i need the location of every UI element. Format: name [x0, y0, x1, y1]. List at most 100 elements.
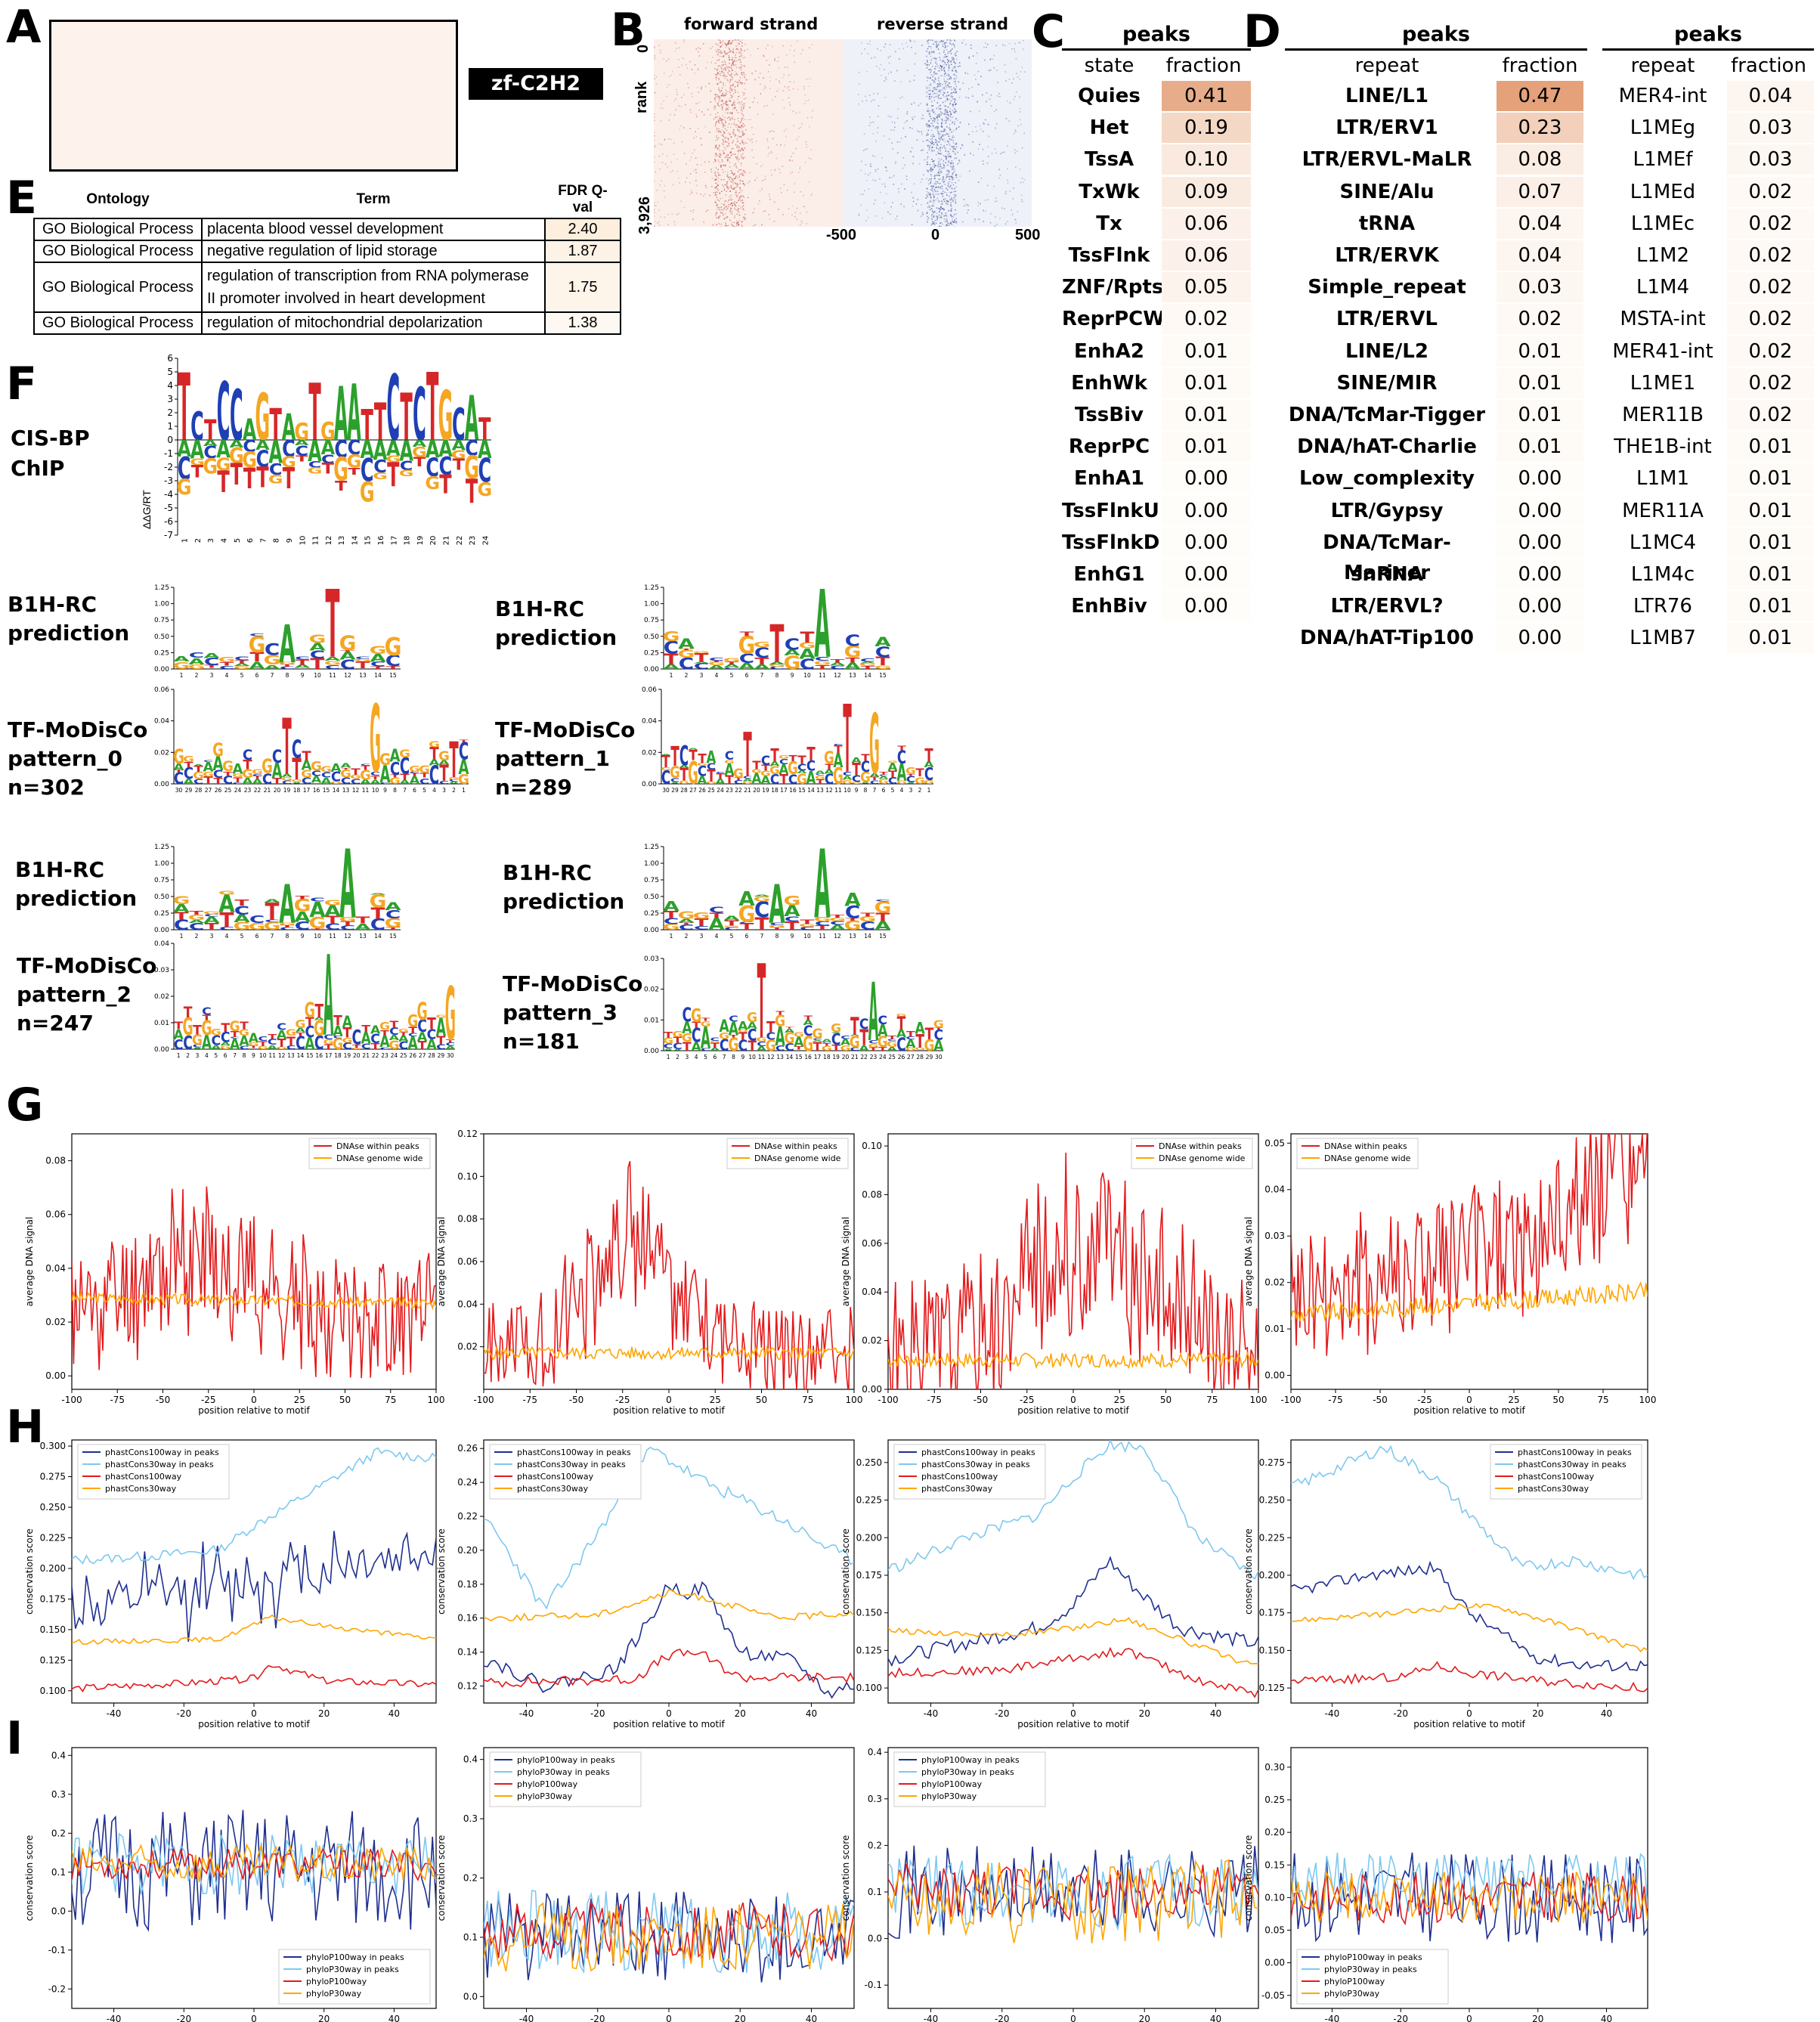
svg-text:10: 10	[314, 672, 321, 679]
y-tick-label: 0.22	[457, 1511, 478, 1522]
y-tick-label: 0.02	[457, 1342, 478, 1352]
svg-text:23: 23	[244, 787, 252, 794]
d-fraction-cell: 0.07	[1497, 176, 1583, 207]
svg-text:G: G	[212, 740, 224, 762]
svg-text:9: 9	[741, 1054, 744, 1061]
svg-text:12: 12	[834, 933, 841, 940]
svg-text:A: A	[806, 767, 816, 788]
svg-text:T: T	[788, 754, 797, 763]
svg-text:A: A	[203, 652, 220, 659]
svg-text:A: A	[679, 765, 690, 769]
svg-text:0.25: 0.25	[644, 649, 659, 657]
svg-text:A: A	[234, 913, 250, 925]
svg-text:G: G	[339, 633, 357, 656]
svg-text:T: T	[252, 776, 262, 781]
svg-text:A: A	[861, 782, 871, 785]
svg-text:G: G	[464, 450, 479, 487]
svg-text:C: C	[840, 1035, 850, 1041]
svg-text:8: 8	[864, 787, 868, 794]
svg-text:A: A	[174, 762, 184, 773]
series-line-3	[72, 1843, 436, 1883]
svg-text:G: G	[308, 466, 323, 475]
svg-text:C: C	[831, 1032, 841, 1049]
svg-text:0.00: 0.00	[154, 1046, 169, 1054]
svg-text:C: C	[682, 1005, 692, 1026]
svg-text:A: A	[296, 1027, 306, 1034]
svg-text:T: T	[178, 354, 190, 462]
svg-text:T: T	[223, 771, 233, 777]
svg-text:C: C	[769, 666, 785, 670]
svg-text:G: G	[333, 1036, 343, 1054]
svg-text:2: 2	[685, 672, 689, 679]
svg-text:A: A	[729, 1018, 739, 1039]
c-col-fraction: fraction	[1165, 54, 1242, 77]
svg-text:C: C	[800, 926, 815, 930]
x-tick-label: -40	[1325, 1708, 1340, 1719]
y-tick-label: 0.14	[457, 1647, 478, 1658]
svg-text:G: G	[797, 771, 807, 788]
d-fraction-cell: 0.00	[1497, 495, 1583, 526]
svg-text:C: C	[924, 763, 933, 785]
c-state-cell: TssFlnkD	[1062, 531, 1160, 554]
svg-text:T: T	[283, 461, 295, 496]
svg-text:C: C	[775, 1045, 785, 1053]
svg-text:A: A	[370, 652, 385, 664]
svg-text:2: 2	[186, 1052, 190, 1059]
c-state-cell: EnhG1	[1073, 563, 1145, 586]
c-fraction-cell: 0.06	[1162, 208, 1251, 239]
svg-text:G: G	[188, 664, 206, 670]
x-axis-label: position relative to motif	[613, 1719, 725, 1729]
svg-text:C: C	[743, 776, 752, 779]
x-axis-label: position relative to motif	[1017, 1719, 1129, 1729]
svg-text:C: C	[370, 771, 380, 778]
svg-text:29: 29	[926, 1054, 933, 1061]
x-tick-label: 75	[802, 1395, 813, 1405]
svg-text:G: G	[222, 759, 234, 775]
svg-text:0.75: 0.75	[644, 877, 659, 884]
svg-text:C: C	[934, 1028, 944, 1044]
svg-text:8: 8	[286, 933, 289, 940]
sequence-logo: 1.251.000.750.500.250.00 ATCG1CGTA2CATG3A…	[644, 571, 891, 680]
legend-label: phastCons30way in peaks	[921, 1460, 1030, 1469]
svg-text:C: C	[351, 779, 361, 786]
svg-text:26: 26	[409, 1052, 416, 1059]
d-fraction-cell: 0.01	[1497, 400, 1583, 430]
svg-text:C: C	[262, 772, 272, 788]
svg-text:T: T	[269, 401, 282, 451]
svg-text:G: G	[766, 1038, 776, 1054]
y-tick-label: 0.30	[1264, 1762, 1285, 1773]
svg-text:C: C	[426, 453, 439, 482]
legend-box	[893, 1444, 1046, 1500]
svg-text:T: T	[725, 661, 740, 665]
svg-text:C: C	[738, 1038, 748, 1054]
svg-text:T: T	[692, 1021, 701, 1030]
y-tick-label: 0.275	[1259, 1457, 1285, 1468]
svg-text:4: 4	[167, 380, 173, 391]
svg-text:G: G	[291, 779, 302, 782]
svg-text:T: T	[710, 912, 725, 920]
svg-text:T: T	[314, 1001, 323, 1023]
svg-text:A: A	[282, 407, 296, 450]
d-fraction-cell-right: 0.01	[1727, 591, 1814, 622]
svg-text:8: 8	[393, 787, 397, 794]
svg-text:A: A	[203, 915, 220, 926]
svg-text:13: 13	[816, 787, 824, 794]
x-axis-label: position relative to motif	[198, 1405, 310, 1416]
svg-text:A: A	[373, 435, 388, 466]
svg-text:20: 20	[753, 787, 760, 794]
svg-text:T: T	[390, 774, 399, 779]
y-tick-label: 0.3	[463, 1813, 478, 1824]
x-tick-label: 0	[1466, 1708, 1472, 1719]
svg-text:C: C	[361, 452, 374, 489]
svg-text:6: 6	[246, 538, 255, 543]
go-term: negative regulation of lipid storage	[201, 240, 546, 263]
svg-text:1: 1	[180, 933, 184, 940]
svg-text:14: 14	[807, 787, 815, 794]
svg-text:A: A	[769, 661, 785, 665]
go-col-q: FDR Q-val	[558, 183, 608, 215]
svg-text:C: C	[310, 649, 325, 661]
svg-text:C: C	[785, 915, 800, 923]
svg-text:15: 15	[364, 536, 373, 546]
svg-text:C: C	[193, 1044, 203, 1048]
y-tick-label: 0.4	[51, 1750, 66, 1760]
